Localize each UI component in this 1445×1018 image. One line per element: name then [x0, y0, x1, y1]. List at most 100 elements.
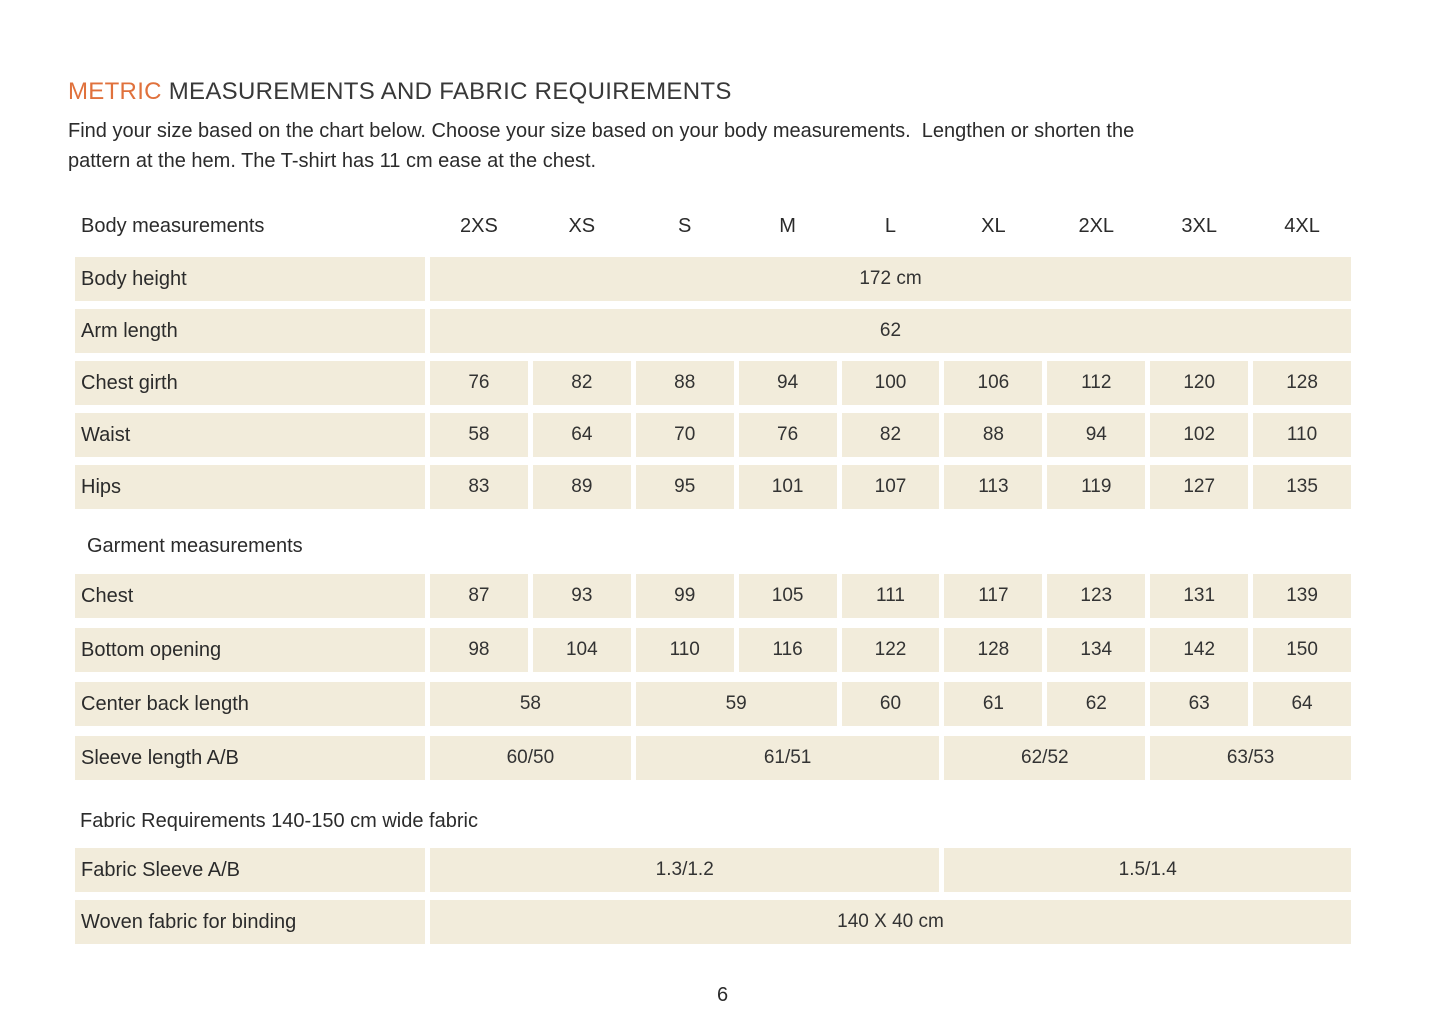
- measurement-cell: 87: [430, 574, 528, 618]
- header-label-body-measurements: Body measurements: [81, 214, 265, 237]
- measurement-cell: 89: [532, 465, 631, 509]
- row-label: Woven fabric for binding: [75, 900, 425, 944]
- measurement-cell: 107: [841, 465, 940, 509]
- measurement-cell: 102: [1150, 413, 1249, 457]
- measurement-cell: 131: [1150, 574, 1249, 618]
- table-row: Chest girth 76 82 88 94 100 106 112 120 128: [75, 361, 1351, 405]
- measurement-cell: 122: [841, 628, 940, 672]
- measurement-cell: 58: [430, 413, 528, 457]
- measurement-cell: 60: [841, 682, 940, 726]
- measurement-cell: 83: [430, 465, 528, 509]
- measurement-cell: 64: [532, 413, 631, 457]
- measurement-cell: 99: [635, 574, 734, 618]
- page-number: 6: [716, 984, 729, 1006]
- measurement-cell: 116: [738, 628, 837, 672]
- table-row: Arm length 62: [75, 309, 1351, 353]
- page-title: METRIC MEASUREMENTS AND FABRIC REQUIREME…: [68, 78, 1377, 106]
- title-accent: METRIC: [68, 78, 162, 105]
- table-row: Sleeve length A/B 60/50 61/51 62/52 63/53: [75, 736, 1351, 780]
- measurement-cell: 98: [430, 628, 528, 672]
- column-header-size-l: L: [884, 214, 897, 237]
- measurement-cell: 61: [944, 682, 1043, 726]
- measurement-cell: 117: [944, 574, 1043, 618]
- row-label: Hips: [75, 465, 425, 509]
- measurement-cell: 110: [1253, 413, 1351, 457]
- measurement-cell: 1.3/1.2: [430, 848, 940, 892]
- measurement-cell: 134: [1047, 628, 1146, 672]
- measurement-cell: 61/51: [635, 736, 940, 780]
- row-label: Waist: [75, 413, 425, 457]
- measurement-cell: 82: [841, 413, 940, 457]
- measurement-cell: 88: [944, 413, 1043, 457]
- measurement-cell: 95: [635, 465, 734, 509]
- measurement-cell: 112: [1047, 361, 1146, 405]
- measurement-cell: 123: [1047, 574, 1146, 618]
- measurement-cell: 82: [532, 361, 631, 405]
- measurement-cell: 139: [1253, 574, 1351, 618]
- section-heading: Garment measurements: [87, 534, 303, 557]
- measurement-cell: 128: [944, 628, 1043, 672]
- measurement-cell: 63: [1150, 682, 1249, 726]
- table-row: Waist 58 64 70 76 82 88 94 102 110: [75, 413, 1351, 457]
- measurement-cell: 70: [635, 413, 734, 457]
- column-header-size-xs: XS: [568, 214, 596, 237]
- measurement-cell: 94: [738, 361, 837, 405]
- column-header-size-3xl: 3XL: [1181, 214, 1217, 237]
- table-row: Woven fabric for binding 140 X 40 cm: [75, 900, 1351, 944]
- column-header-size-m: M: [779, 214, 796, 237]
- column-header-size-2xl: 2XL: [1078, 214, 1115, 237]
- table-row: Fabric Sleeve A/B 1.3/1.2 1.5/1.4: [75, 848, 1351, 892]
- column-header-size-s: S: [678, 214, 692, 237]
- measurement-cell: 100: [841, 361, 940, 405]
- measurement-cell: 140 X 40 cm: [430, 900, 1351, 944]
- table-row: Hips 83 89 95 101 107 113 119 127 135: [75, 465, 1351, 509]
- section-heading: Fabric Requirements 140-150 cm wide fabr…: [80, 809, 478, 832]
- measurement-cell: 128: [1253, 361, 1351, 405]
- table-row: Chest 87 93 99 105 111 117 123 131 139: [75, 574, 1351, 618]
- measurement-cell: 150: [1253, 628, 1351, 672]
- measurement-cell: 58: [430, 682, 631, 726]
- measurement-cell: 76: [430, 361, 528, 405]
- column-header-size-4xl: 4XL: [1284, 214, 1320, 237]
- measurement-cell: 113: [944, 465, 1043, 509]
- measurement-cell: 94: [1047, 413, 1146, 457]
- measurement-cell: 172 cm: [430, 257, 1351, 301]
- measurement-cell: 62: [1047, 682, 1146, 726]
- measurement-cell: 59: [635, 682, 837, 726]
- table-header-row: Body measurements 2XS XS S M L XL 2XL 3XL 4XL: [75, 206, 1351, 246]
- column-header-size-xl: XL: [981, 214, 1006, 237]
- row-label: Chest girth: [75, 361, 425, 405]
- measurement-cell: 1.5/1.4: [944, 848, 1351, 892]
- measurement-cell: 106: [944, 361, 1043, 405]
- intro-line-1: Find your size based on the chart below.…: [68, 120, 1135, 142]
- measurement-cell: 62/52: [944, 736, 1146, 780]
- measurement-cell: 64: [1253, 682, 1351, 726]
- measurement-cell: 104: [532, 628, 631, 672]
- measurement-cell: 127: [1150, 465, 1249, 509]
- measurement-cell: 101: [738, 465, 837, 509]
- row-label: Sleeve length A/B: [75, 736, 425, 780]
- measurement-cell: 105: [738, 574, 837, 618]
- row-label: Fabric Sleeve A/B: [75, 848, 425, 892]
- measurement-cell: 119: [1047, 465, 1146, 509]
- measurement-cell: 135: [1253, 465, 1351, 509]
- measurement-cell: 93: [532, 574, 631, 618]
- row-label: Center back length: [75, 682, 425, 726]
- measurement-cell: 120: [1150, 361, 1249, 405]
- table-row: Body height 172 cm: [75, 257, 1351, 301]
- size-chart-table: Body measurements 2XS XS S M L XL 2XL 3XL 4XL Body…: [75, 206, 1351, 944]
- row-label: Body height: [75, 257, 425, 301]
- table-row: Center back length 58 59 60 61 62 63 64: [75, 682, 1351, 726]
- measurement-cell: 111: [841, 574, 940, 618]
- row-label: Chest: [75, 574, 425, 618]
- table-row: Bottom opening 98 104 110 116 122 128 134 142 150: [75, 628, 1351, 672]
- measurement-cell: 62: [430, 309, 1351, 353]
- title-rest: MEASUREMENTS AND FABRIC REQUIREMENTS: [161, 78, 732, 105]
- row-label: Bottom opening: [75, 628, 425, 672]
- row-label: Arm length: [75, 309, 425, 353]
- measurement-cell: 110: [635, 628, 734, 672]
- intro-line-2: pattern at the hem. The T-shirt has 11 c…: [68, 150, 597, 172]
- measurement-cell: 63/53: [1150, 736, 1351, 780]
- measurement-cell: 88: [635, 361, 734, 405]
